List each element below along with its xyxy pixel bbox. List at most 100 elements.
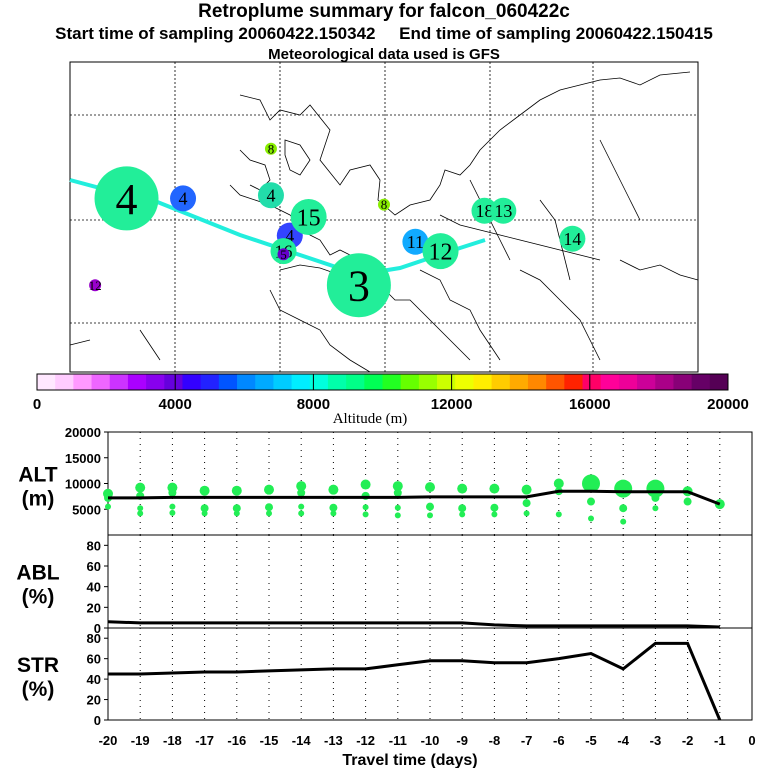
colorbar-swatch <box>109 374 129 390</box>
alt-point <box>329 503 338 512</box>
y-tick-label: 20000 <box>65 425 101 440</box>
alt-point <box>523 510 530 517</box>
alt-point <box>582 474 600 493</box>
colorbar-swatch <box>164 374 183 390</box>
alt-point <box>169 503 176 510</box>
cluster-circle <box>326 253 391 318</box>
colorbar-swatch <box>37 374 56 390</box>
cluster-circle <box>378 198 390 211</box>
alt-point <box>298 510 305 517</box>
alt-point <box>168 488 177 497</box>
x-tick-label: 0 <box>748 733 755 748</box>
colorbar-swatch <box>237 374 256 390</box>
y-tick-label: 0 <box>94 621 101 636</box>
colorbar-swatch <box>382 374 402 390</box>
alt-point <box>490 503 499 512</box>
colorbar-swatch <box>400 374 420 390</box>
x-tick-label: -12 <box>356 733 375 748</box>
cluster-circle <box>559 225 586 252</box>
alt-point <box>522 499 531 508</box>
x-tick-label: -9 <box>456 733 468 748</box>
cluster-label: 3 <box>348 262 370 311</box>
x-tick-label: -18 <box>163 733 182 748</box>
colorbar-ticks: 0 4000 8000 12000 16000 20000 <box>33 374 749 413</box>
alt-point <box>683 497 692 506</box>
panel-label-abl: ABL <box>16 562 59 585</box>
cluster-label: 15 <box>297 205 321 231</box>
colorbar-swatch <box>291 374 311 390</box>
alt-point <box>298 503 305 510</box>
colorbar-swatch <box>546 374 565 390</box>
series-line-abl <box>107 620 720 629</box>
colorbar-swatch <box>127 374 147 390</box>
colorbar-swatch <box>273 374 293 390</box>
cluster-circle <box>422 233 459 270</box>
map-gridlines <box>70 62 698 372</box>
x-tick-label: -20 <box>99 733 118 748</box>
cluster-circle <box>89 279 102 292</box>
y-tick-label: 80 <box>87 631 101 646</box>
x-axis-label: Travel time (days) <box>342 752 477 768</box>
colorbar-swatch <box>218 374 238 390</box>
alt-point <box>652 505 659 512</box>
alt-point <box>264 484 274 495</box>
panel-unit-abl: (%) <box>22 586 55 609</box>
alt-point <box>105 503 111 510</box>
alt-point <box>614 479 633 498</box>
panel-label-alt: ALT <box>18 464 57 487</box>
x-tick-label: -10 <box>421 733 440 748</box>
alt-point <box>651 493 660 502</box>
y-tick-label: 80 <box>87 538 101 553</box>
alt-point <box>232 504 241 513</box>
alt-point <box>426 502 434 511</box>
colorbar-swatch <box>55 374 74 390</box>
colorbar-swatch <box>637 374 656 390</box>
x-tick-label: -8 <box>489 733 501 748</box>
alt-point <box>393 488 402 497</box>
colorbar-swatch <box>91 374 111 390</box>
colorbar-swatch <box>509 374 529 390</box>
colorbar-swatch <box>437 374 456 390</box>
alt-point <box>330 510 337 517</box>
cluster-label: 13 <box>494 201 512 221</box>
colorbar-swatch <box>73 374 93 390</box>
y-tick-label: 10000 <box>65 477 101 492</box>
cluster-label: 14 <box>563 229 581 249</box>
colorbar-tick-label: 8000 <box>297 396 330 413</box>
alt-point <box>201 510 208 517</box>
start-time-label: Start time of sampling 20060422.150342 <box>55 24 376 43</box>
chart-title: Retroplume summary for falcon_060422c <box>198 1 570 22</box>
colorbar-tick-label: 16000 <box>569 396 611 413</box>
alt-point <box>296 481 307 492</box>
alt-point <box>392 481 403 492</box>
alt-point <box>360 479 371 490</box>
cluster-label: 18 <box>475 201 493 221</box>
x-tick-label: -2 <box>682 733 694 748</box>
cluster-label: 8 <box>268 141 275 156</box>
alt-point <box>458 504 467 513</box>
alt-point <box>619 504 628 513</box>
x-tick-label: -4 <box>617 733 629 748</box>
colorbar-swatch <box>564 374 584 390</box>
alt-point <box>266 510 272 517</box>
alt-point <box>231 485 242 496</box>
alt-point <box>553 478 564 489</box>
alt-point <box>555 511 562 518</box>
colorbar-swatch <box>618 374 638 390</box>
x-tick-label: -6 <box>553 733 565 748</box>
x-tick-label: -13 <box>324 733 343 748</box>
y-tick-label: 0 <box>94 713 101 728</box>
alt-point <box>425 482 435 493</box>
panel-label-str: STR <box>17 654 59 677</box>
y-tick-label: 15000 <box>65 451 101 466</box>
cluster-label: 8 <box>381 197 388 212</box>
y-tick-label: 40 <box>87 672 101 687</box>
colorbar-swatch <box>491 374 511 390</box>
panel-unit-alt: (m) <box>22 488 55 511</box>
colorbar-swatch <box>673 374 693 390</box>
alt-point <box>588 515 594 522</box>
alt-point <box>137 505 144 512</box>
alt-point <box>587 497 595 506</box>
colorbar-swatch <box>364 374 383 390</box>
